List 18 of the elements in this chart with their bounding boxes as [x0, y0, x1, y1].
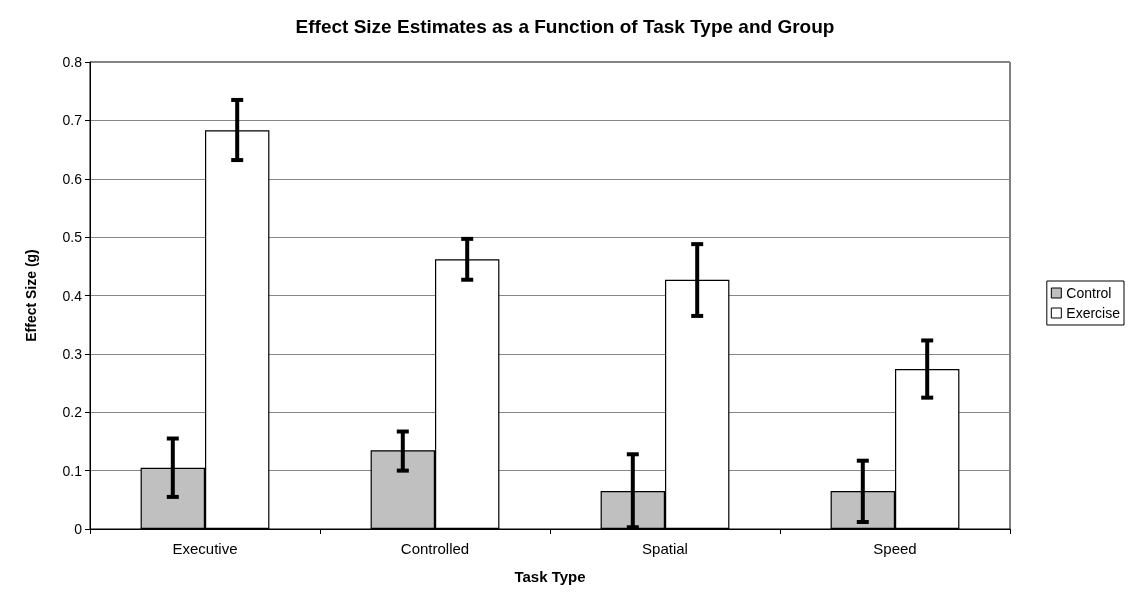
legend-label: Control	[1066, 285, 1112, 301]
y-tick-label: 0.7	[62, 112, 83, 129]
y-tick-label: 0.6	[62, 170, 83, 187]
y-tick-label: 0.4	[62, 287, 83, 304]
x-axis-title: Task Type	[514, 568, 586, 585]
y-tick-label: 0.3	[62, 345, 83, 362]
legend-label: Exercise	[1066, 305, 1121, 321]
chart-title: Effect Size Estimates as a Function of Task Type and Group	[295, 16, 835, 37]
y-tick-label: 0	[74, 521, 83, 537]
x-tick-label: Executive	[172, 540, 238, 557]
x-tick-label: Speed	[873, 540, 917, 557]
y-axis-title: Effect Size (g)	[23, 249, 39, 342]
x-tick-label: Spatial	[642, 540, 688, 557]
y-tick-label: 0.1	[62, 462, 83, 479]
y-tick-label: 0.2	[62, 404, 83, 421]
x-tick-label: Controlled	[400, 540, 470, 557]
y-tick-label: 0.5	[62, 229, 83, 246]
y-tick-label: 0.8	[62, 54, 83, 70]
